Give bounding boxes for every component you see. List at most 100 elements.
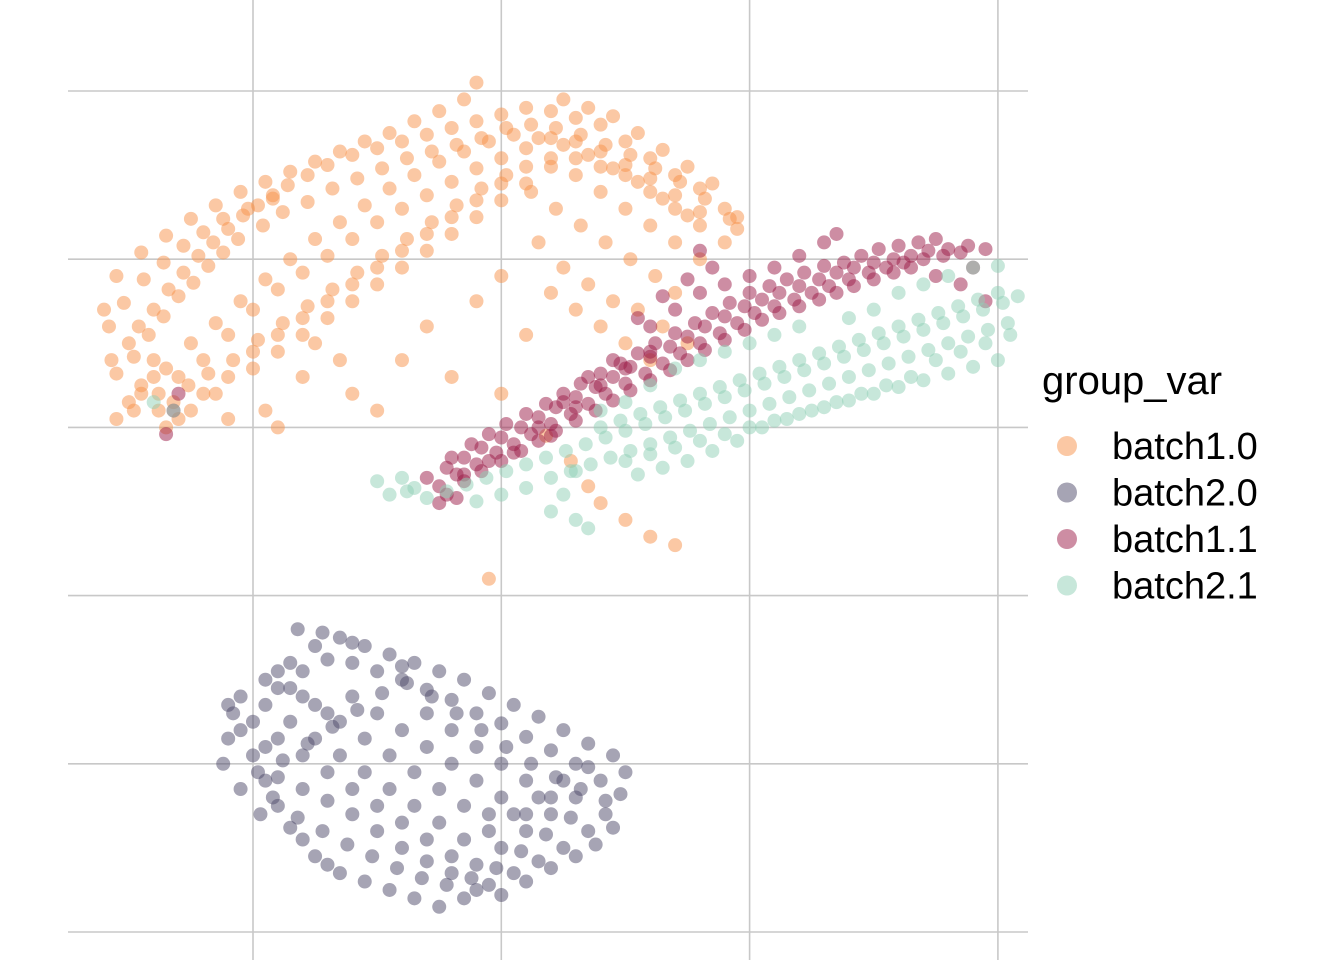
data-point (258, 697, 273, 712)
data-point (308, 154, 323, 169)
data-point (630, 346, 645, 361)
data-point (394, 840, 409, 855)
data-point (183, 403, 198, 418)
data-point (146, 302, 161, 317)
data-point (295, 664, 310, 679)
data-point (556, 487, 571, 502)
data-point (394, 723, 409, 738)
data-point (216, 756, 231, 771)
data-point (506, 445, 521, 460)
data-point (961, 329, 976, 344)
data-point (241, 201, 256, 216)
data-point (246, 361, 260, 376)
data-point (762, 279, 777, 294)
data-point (732, 373, 747, 388)
data-point (668, 188, 683, 203)
data-point (499, 417, 514, 432)
data-point (606, 369, 621, 384)
data-point (623, 252, 638, 267)
data-point (258, 403, 273, 418)
data-point (772, 359, 787, 374)
data-point (432, 496, 447, 511)
data-point (568, 151, 583, 166)
data-point (365, 849, 380, 864)
data-point (265, 790, 280, 805)
data-point (990, 258, 1005, 273)
data-point (543, 159, 558, 174)
data-point (829, 285, 844, 300)
data-point (221, 369, 236, 384)
data-point (1010, 289, 1025, 304)
legend-title: group_var (1042, 359, 1222, 403)
data-point (742, 269, 757, 284)
data-point (419, 854, 434, 869)
data-point (891, 380, 906, 395)
data-point (308, 697, 323, 712)
data-point (265, 191, 280, 206)
data-point (226, 706, 241, 721)
data-point (519, 480, 534, 495)
data-point (325, 181, 340, 196)
data-point (332, 866, 347, 881)
data-point (705, 176, 720, 191)
data-point (916, 277, 931, 292)
data-point (737, 322, 752, 337)
data-point (407, 891, 422, 906)
data-point (792, 299, 807, 314)
data-point (109, 366, 124, 381)
data-point (315, 824, 330, 839)
data-point (593, 496, 608, 511)
data-point (196, 225, 211, 240)
data-point (911, 235, 926, 250)
data-point (432, 154, 447, 169)
data-point (573, 782, 588, 797)
data-point (752, 366, 767, 381)
data-point (903, 369, 918, 384)
data-point (382, 782, 397, 797)
data-point (370, 824, 385, 839)
data-point (295, 265, 310, 280)
data-point (231, 232, 246, 247)
data-point (270, 731, 285, 746)
data-point (568, 413, 583, 428)
data-point (481, 454, 496, 469)
data-point (459, 477, 474, 492)
data-point (717, 427, 732, 442)
data-point (183, 211, 198, 226)
data-point (581, 824, 596, 839)
data-point (606, 294, 621, 309)
data-point (573, 127, 588, 142)
data-point (300, 195, 315, 210)
data-point (633, 406, 648, 421)
data-point (568, 390, 583, 405)
data-point (680, 329, 695, 344)
data-point (581, 521, 596, 536)
data-point (444, 226, 459, 241)
data-point (737, 299, 752, 314)
data-point (308, 639, 323, 654)
data-point (854, 248, 869, 263)
data-point (717, 235, 732, 250)
data-point (134, 245, 149, 260)
data-point (290, 622, 305, 637)
data-point (181, 378, 196, 393)
data-point (990, 285, 1005, 300)
data-point (829, 265, 844, 280)
data-point (390, 861, 405, 876)
data-point (246, 714, 260, 729)
data-point (469, 210, 484, 225)
data-point (581, 369, 596, 384)
data-point (370, 260, 385, 275)
data-point (951, 299, 966, 314)
data-point (588, 837, 603, 852)
data-point (494, 487, 509, 502)
data-point (432, 664, 447, 679)
data-point (295, 748, 310, 763)
data-point (159, 228, 174, 243)
data-point (653, 400, 668, 415)
data-point (156, 309, 171, 324)
data-point (655, 319, 670, 334)
data-point (233, 294, 248, 309)
data-point (126, 403, 141, 418)
data-point (606, 109, 621, 124)
